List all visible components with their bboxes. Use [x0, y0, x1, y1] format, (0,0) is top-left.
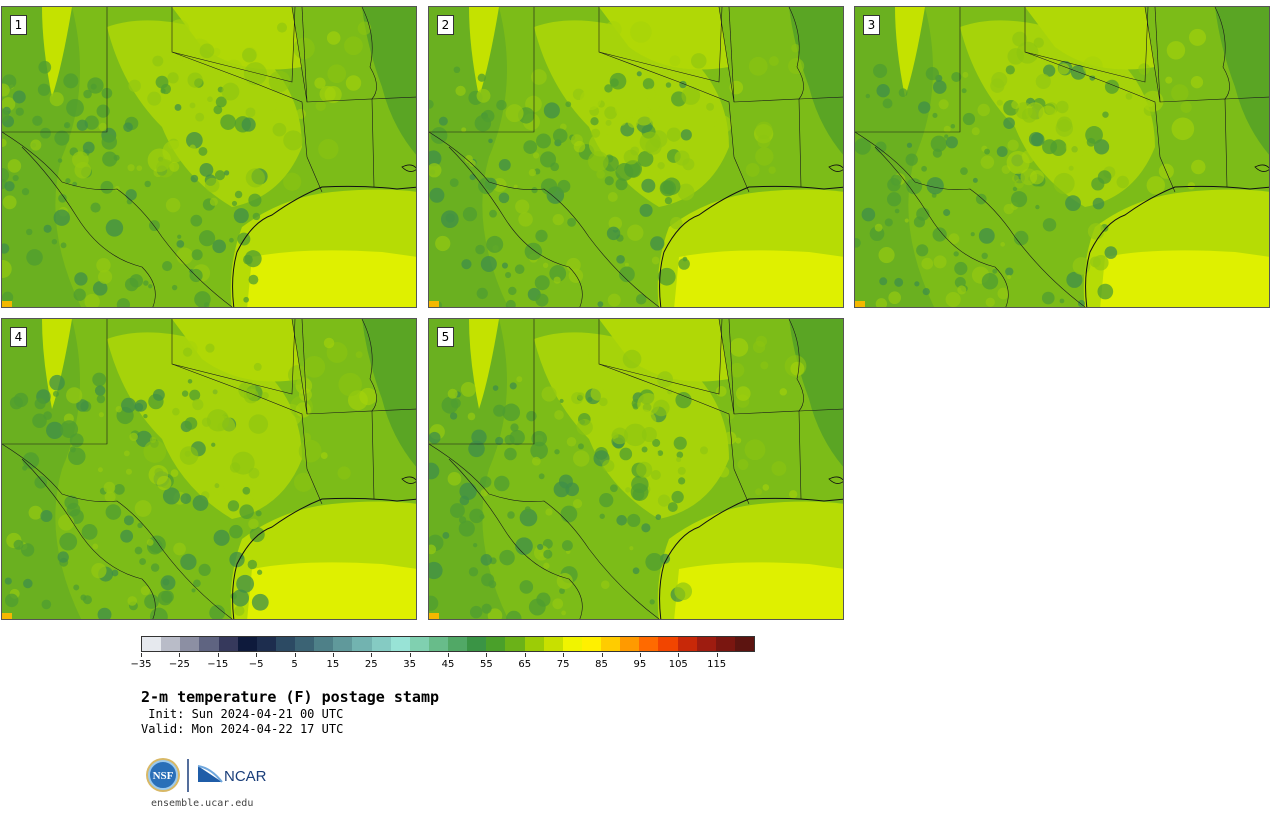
colorbar-swatch — [142, 637, 162, 651]
colorbar-swatch — [562, 637, 582, 651]
valid-time: Valid: Mon 2024-04-22 17 UTC — [141, 722, 344, 736]
nsf-logo-text: NSF — [153, 770, 174, 782]
colorbar-tick — [141, 653, 142, 657]
colorbar-swatch — [581, 637, 601, 651]
colorbar-tick-label: −25 — [168, 659, 190, 670]
init-time: Init: Sun 2024-04-21 00 UTC — [141, 707, 344, 721]
temperature-map — [429, 319, 843, 619]
temperature-map — [2, 319, 416, 619]
panel-number: 1 — [10, 15, 27, 35]
temperature-map — [855, 7, 1269, 307]
colorbar-swatch — [409, 637, 429, 651]
colorbar-tick-label: −5 — [248, 659, 264, 670]
figure-title: 2-m temperature (F) postage stamp — [141, 688, 440, 706]
colorbar-swatch — [275, 637, 295, 651]
colorbar-swatch — [601, 637, 621, 651]
ncar-logo-icon: NCAR — [197, 765, 267, 785]
colorbar-swatch — [256, 637, 276, 651]
colorbar-tick — [217, 653, 219, 657]
panel-number: 3 — [863, 15, 880, 35]
colorbar-tick-label: 55 — [480, 659, 493, 670]
colorbar-tick-label: 115 — [707, 659, 727, 670]
colorbar-tick — [179, 653, 181, 657]
colorbar-swatch — [486, 637, 506, 651]
temperature-map — [429, 7, 843, 307]
colorbar-tick — [256, 653, 258, 657]
credit-url: ensemble.ucar.edu — [151, 798, 254, 809]
colorbar-tick-label: 95 — [633, 659, 647, 670]
map-panel-1: 1 — [1, 6, 417, 308]
colorbar-tick-label: −35 — [130, 659, 152, 670]
ncar-logo-text: NCAR — [224, 768, 267, 785]
colorbar-swatch — [524, 637, 544, 651]
colorbar-swatch — [658, 637, 678, 651]
colorbar-tick-label: 35 — [403, 659, 416, 670]
colorbar-tick — [524, 653, 526, 657]
colorbar-tick — [448, 653, 449, 657]
colorbar-swatch — [639, 637, 659, 651]
colorbar-swatch — [237, 637, 257, 651]
colorbar-tick-label: 105 — [668, 659, 688, 670]
colorbar-swatch — [696, 637, 716, 651]
colorbar-swatch — [677, 637, 697, 651]
colorbar-tick-label: 85 — [595, 659, 608, 670]
colorbar-swatch — [390, 637, 410, 651]
colorbar-swatch — [734, 637, 754, 651]
colorbar-swatch — [314, 637, 334, 651]
map-panel-3: 3 — [854, 6, 1270, 308]
colorbar-tick-label: 75 — [556, 659, 570, 670]
colorbar-tick-label: 15 — [326, 659, 340, 670]
colorbar-tick-label: 5 — [291, 659, 298, 670]
temperature-colorbar — [141, 636, 755, 652]
colorbar-swatch — [620, 637, 640, 651]
colorbar-swatch — [199, 637, 219, 651]
colorbar-tick-label: 45 — [441, 659, 455, 670]
nsf-logo-icon: NSF — [146, 758, 180, 792]
colorbar-tick — [563, 653, 565, 657]
colorbar-swatch — [333, 637, 353, 651]
colorbar-swatch — [218, 637, 238, 651]
colorbar-swatch — [448, 637, 468, 651]
colorbar-tick — [639, 653, 641, 657]
colorbar-swatch — [428, 637, 448, 651]
map-panel-2: 2 — [428, 6, 844, 308]
panel-number: 5 — [437, 327, 454, 347]
colorbar-tick — [601, 653, 603, 657]
colorbar-tick — [409, 653, 411, 657]
panel-number: 4 — [10, 327, 27, 347]
colorbar-tick-label: −15 — [207, 659, 229, 670]
colorbar-tick — [678, 653, 680, 657]
colorbar-tick — [294, 653, 296, 657]
logos: NSF NCAR — [145, 756, 275, 794]
colorbar-swatch — [715, 637, 735, 651]
colorbar-swatch — [161, 637, 181, 651]
colorbar-tick — [716, 653, 718, 657]
colorbar-swatch — [352, 637, 372, 651]
colorbar-tick — [332, 653, 334, 657]
colorbar-swatch — [467, 637, 487, 651]
colorbar-swatch — [371, 637, 391, 651]
colorbar-tick-label: 25 — [364, 659, 378, 670]
colorbar-tick — [371, 653, 373, 657]
colorbar-swatch — [295, 637, 315, 651]
map-panel-4: 4 — [1, 318, 417, 620]
colorbar-swatch — [180, 637, 200, 651]
panel-number: 2 — [437, 15, 454, 35]
colorbar-tick-labels: −35 −25 −15 −5 5 15 25 35 45 55 65 75 85 95 105 115 — [130, 653, 755, 673]
colorbar-swatch — [543, 637, 563, 651]
map-panel-5: 5 — [428, 318, 844, 620]
colorbar-tick — [486, 653, 488, 657]
temperature-map — [2, 7, 416, 307]
colorbar-tick-label: 65 — [518, 659, 532, 670]
colorbar-swatch — [505, 637, 525, 651]
